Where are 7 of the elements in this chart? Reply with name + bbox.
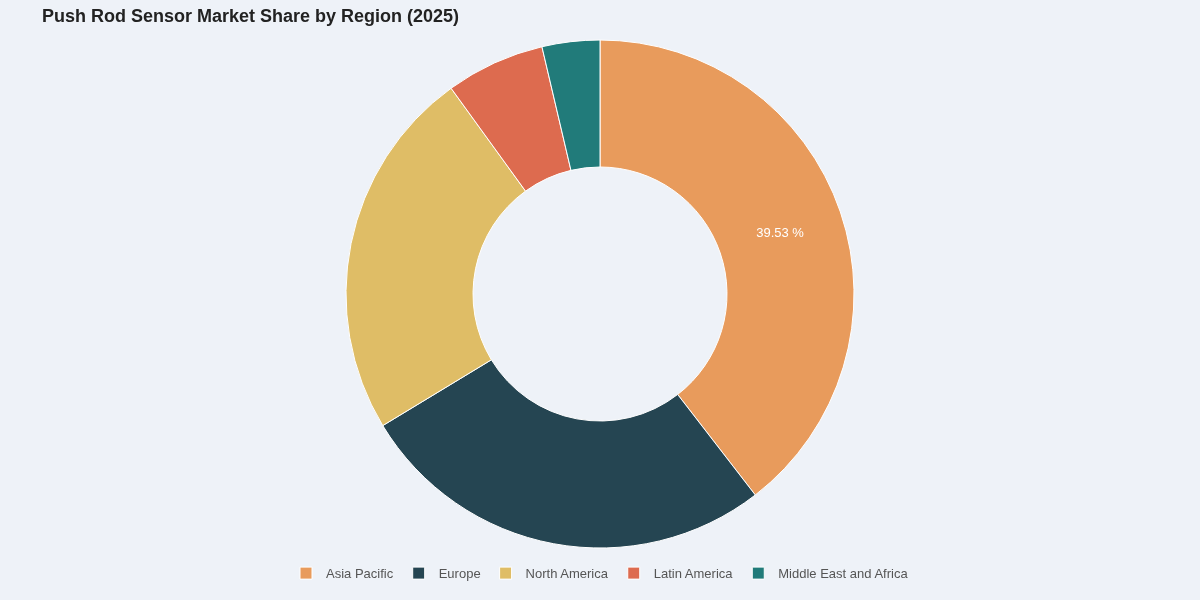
legend-label: Asia Pacific [326,566,394,582]
legend-label: Europe [438,566,481,582]
legend-label: Latin America [653,566,734,582]
legend-label: North America [525,566,609,582]
legend-label: Middle East and Africa [778,566,909,582]
chart-title: Push Rod Sensor Market Share by Region (2025) [42,5,460,26]
data-label: 39.53 % [756,224,805,240]
